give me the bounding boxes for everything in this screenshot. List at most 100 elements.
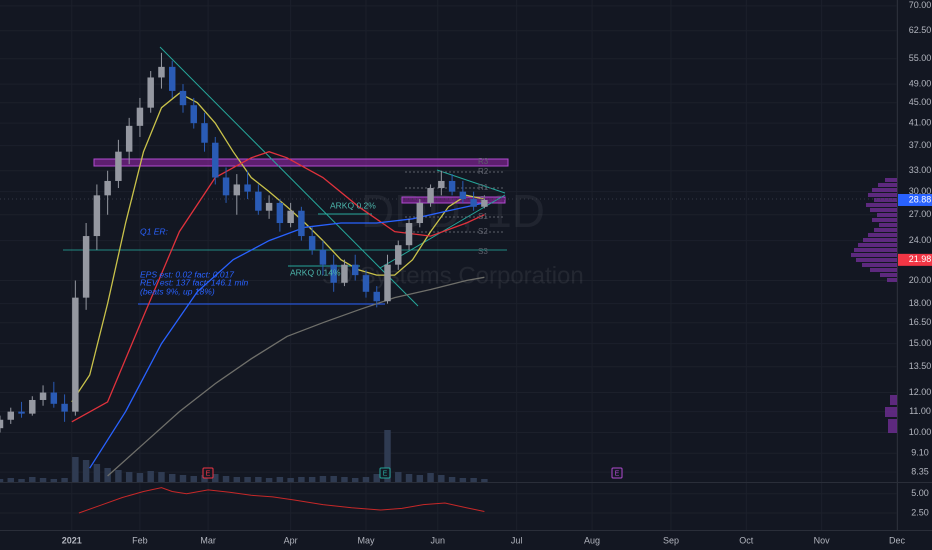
y-tick-label: 8.35 <box>911 466 929 476</box>
x-tick-label: Oct <box>739 535 754 545</box>
volume-bar <box>481 479 488 482</box>
candle-body <box>212 142 219 178</box>
volume-bar <box>341 477 348 482</box>
volume-bar <box>115 470 122 482</box>
marks <box>0 52 488 514</box>
volume-bar <box>93 464 101 482</box>
line <box>71 92 485 403</box>
candle-body <box>0 419 4 429</box>
y-tick-label: 62.50 <box>909 25 932 35</box>
x-tick-label: May <box>357 535 375 545</box>
candle-body <box>308 236 316 250</box>
x-tick-label: Sep <box>663 535 679 545</box>
pivot-label: P <box>480 195 485 204</box>
volume-bar <box>438 475 445 482</box>
y-tick-label: 20.00 <box>909 275 932 285</box>
candle-body <box>7 411 14 420</box>
candle-body <box>459 191 467 200</box>
candle-body <box>72 297 79 412</box>
candle-body <box>82 236 90 298</box>
line <box>107 276 485 477</box>
volume-bar <box>255 477 262 482</box>
price-label: 21.98 <box>909 254 932 264</box>
candle-body <box>147 77 154 108</box>
candle-body <box>115 151 122 181</box>
y-tick-label: 24.00 <box>909 235 932 245</box>
volume-bar <box>212 474 219 482</box>
volume-bar <box>190 476 197 482</box>
x-tick-label: Aug <box>584 535 600 545</box>
x-tick-label: Jun <box>430 535 445 545</box>
y-tick-label: 33.00 <box>909 165 932 175</box>
volume-bar <box>427 473 434 482</box>
volume-bar <box>39 478 47 482</box>
watermark-name: 3D Systems Corporation <box>322 262 583 289</box>
volume-bar <box>50 479 58 482</box>
candle-body <box>438 180 445 189</box>
annotation: Q1 ER: <box>140 226 169 236</box>
y-tick-label: 30.00 <box>909 186 932 196</box>
volume-bar <box>395 472 402 482</box>
candle-body <box>136 107 144 126</box>
candle-body <box>276 202 284 224</box>
pivot-label: R3 <box>478 157 489 166</box>
y-tick-label: 27.00 <box>909 209 932 219</box>
earnings-marker[interactable] <box>202 467 214 479</box>
y-tick-label: 13.50 <box>909 361 932 371</box>
volume-bar <box>29 477 36 482</box>
volume-bar <box>470 478 477 482</box>
y-tick-label: 5.00 <box>911 488 929 498</box>
volume-bar <box>222 476 230 482</box>
earnings-label: E <box>383 470 388 477</box>
pivot-label: R1 <box>478 183 489 192</box>
watermark-symbol: DDD, 1D <box>361 185 545 237</box>
volume-bar <box>265 478 273 482</box>
price-label-box <box>898 253 932 266</box>
volume-bar <box>18 479 25 482</box>
y-tick-label: 37.00 <box>909 140 932 150</box>
volume-bar <box>459 478 467 482</box>
price-label-box <box>898 193 932 206</box>
pivot-label: R2 <box>478 167 489 176</box>
annotation: ARKQ 0.2% <box>330 200 376 210</box>
volume-bar <box>384 430 391 482</box>
earnings-marker[interactable] <box>611 467 623 479</box>
y-tick-label: 15.00 <box>909 338 932 348</box>
candle-body <box>427 188 434 203</box>
candle-body <box>341 264 348 283</box>
y-tick-label: 16.50 <box>909 317 932 327</box>
earnings-marker[interactable] <box>379 467 391 479</box>
candle-body <box>125 125 133 152</box>
volume-bar <box>233 477 241 482</box>
y-tick-label: 11.00 <box>909 406 931 416</box>
candle-body <box>448 180 456 192</box>
volume-bar <box>287 478 294 482</box>
annotation: EPS est: 0.02 fact: 0.017 <box>140 269 234 279</box>
volume-bar <box>319 476 327 482</box>
line <box>89 202 485 469</box>
volume-bar <box>136 473 144 482</box>
y-tick-label: 45.00 <box>909 97 932 107</box>
volume-bar <box>298 477 305 482</box>
volume-bar <box>125 472 133 482</box>
candle-body <box>18 411 25 414</box>
candle-body <box>93 195 101 237</box>
x-tick-label: 2021 <box>62 535 82 545</box>
x-tick-label: Apr <box>284 535 298 545</box>
volume-bar <box>351 478 359 482</box>
candle-body <box>255 191 262 211</box>
volume-bar <box>448 477 456 482</box>
volume-bar <box>104 468 111 482</box>
volume-bar <box>7 478 14 482</box>
y-tick-label: 10.00 <box>909 427 932 437</box>
volume-bar <box>416 475 424 482</box>
candle-body <box>104 180 111 196</box>
volume-profile <box>851 178 897 433</box>
x-tick-label: Jul <box>511 535 523 545</box>
candle-body <box>39 392 47 400</box>
grid <box>0 0 897 530</box>
y-tick-label: 18.00 <box>909 298 932 308</box>
volume-bar <box>147 471 154 482</box>
earnings-label: E <box>615 470 620 477</box>
